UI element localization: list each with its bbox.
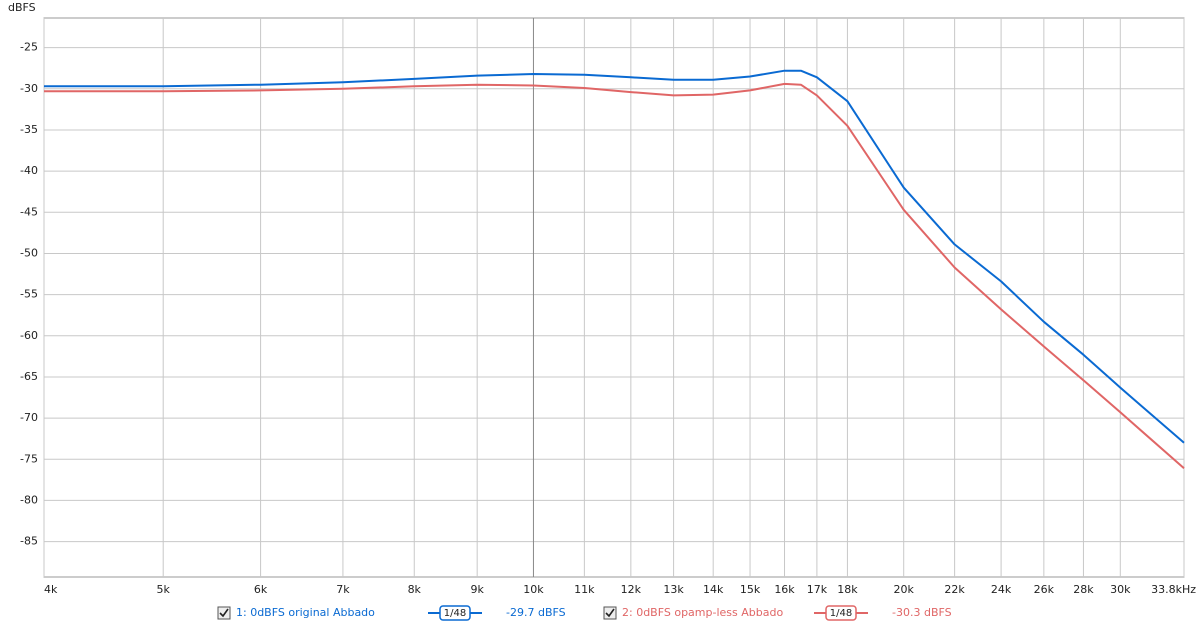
legend-checkbox[interactable] [217,606,231,620]
x-tick-label: 16k [774,583,795,596]
series-line [44,82,1185,470]
x-tick-label: 17k [807,583,828,596]
y-tick-label: -65 [20,370,38,383]
legend-checkbox[interactable] [603,606,617,620]
x-tick-label: 8k [408,583,422,596]
x-tick-label: 4k [44,583,58,596]
legend: 1: 0dBFS original Abbado 1/48 -29.7 dBFS 2:… [217,605,952,621]
x-tick-label: 9k [470,583,484,596]
x-tick-label: 14k [703,583,724,596]
x-tick-label: 33.8kHz [1151,583,1196,596]
y-tick-label: -30 [20,82,38,95]
x-tick-label: 10k [523,583,544,596]
x-tick-label: 26k [1034,583,1055,596]
y-tick-label: -45 [20,205,38,218]
y-tick-label: -55 [20,288,38,301]
x-tick-label: 11k [574,583,595,596]
legend-checkmark [219,608,229,618]
x-tick-label: 5k [157,583,171,596]
x-tick-label: 7k [336,583,350,596]
y-tick-label: -35 [20,123,38,136]
y-tick-label: -50 [20,246,38,259]
x-tick-label: 13k [663,583,684,596]
x-tick-label: 20k [894,583,915,596]
legend-smoothing: 1/48 [830,608,852,619]
x-tick-label: 30k [1110,583,1131,596]
y-tick-label: -85 [20,535,38,548]
legend-reading: -29.7 dBFS [506,606,566,619]
y-tick-label: -70 [20,411,38,424]
y-tick-label: -60 [20,329,38,342]
y-tick-label: -80 [20,493,38,506]
x-tick-label: 6k [254,583,268,596]
legend-name: 1: 0dBFS original Abbado [236,606,375,619]
y-tick-label: -25 [20,41,38,54]
legend-smoothing-box[interactable] [439,605,471,621]
plot-area [43,17,1185,578]
x-tick-label: 24k [991,583,1012,596]
series-line [44,69,1185,444]
lines [44,69,1185,470]
y-tick-label: -75 [20,452,38,465]
legend-reading: -30.3 dBFS [892,606,952,619]
legend-smoothing-box[interactable] [825,605,857,621]
x-tick-label: 22k [944,583,965,596]
legend-checkmark [605,608,615,618]
x-tick-label: 18k [837,583,858,596]
legend-name: 2: 0dBFS opamp-less Abbado [622,606,783,619]
grid: -25 -30 -35 -40 -45 -50 -55 -60 -65 -70 -75 -80 -85 4… [20,18,1196,596]
x-tick-label: 28k [1073,583,1094,596]
y-tick-label: -40 [20,164,38,177]
legend-smoothing: 1/48 [444,608,466,619]
x-tick-label: 15k [740,583,761,596]
y-axis-label: dBFS [8,1,36,14]
x-tick-label: 12k [621,583,642,596]
